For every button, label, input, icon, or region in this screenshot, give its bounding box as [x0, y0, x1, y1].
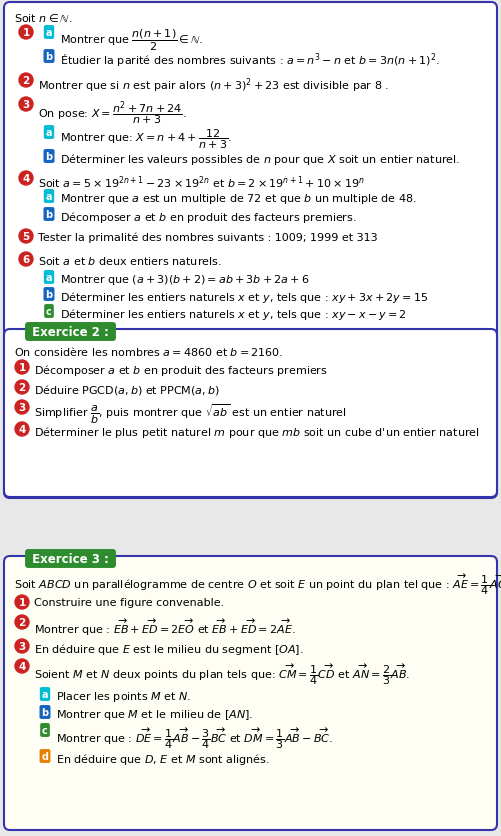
Circle shape: [15, 615, 29, 630]
Text: Montrer que $(a + 3)(b + 2) = ab + 3b + 2a + 6$: Montrer que $(a + 3)(b + 2) = ab + 3b + …: [60, 273, 309, 287]
Text: Exercice 2 :: Exercice 2 :: [28, 325, 113, 339]
Text: Montrer que $\dfrac{n(n+1)}{2} \in \mathbb{N}$.: Montrer que $\dfrac{n(n+1)}{2} \in \math…: [60, 28, 203, 54]
Circle shape: [19, 98, 33, 112]
Text: Déterminer les valeurs possibles de $n$ pour que $X$ soit un entier naturel.: Déterminer les valeurs possibles de $n$ …: [60, 152, 459, 167]
Circle shape: [19, 230, 33, 244]
Text: Montrer que si $n$ est pair alors $(n+3)^2 + 23$ est divisible par 8 .: Montrer que si $n$ est pair alors $(n+3)…: [38, 76, 388, 94]
Text: Soient $M$ et $N$ deux points du plan tels que: $\overrightarrow{CM} = \dfrac{1}: Soient $M$ et $N$ deux points du plan te…: [34, 661, 409, 686]
Text: 1/ 2: 1/ 2: [239, 519, 262, 529]
Text: a: a: [46, 128, 52, 138]
Text: b: b: [46, 152, 53, 162]
Circle shape: [15, 640, 29, 653]
Text: Déterminer les entiers naturels $x$ et $y$, tels que : $xy + 3x + 2y = 15$: Déterminer les entiers naturels $x$ et $…: [60, 289, 427, 304]
Circle shape: [15, 380, 29, 395]
Text: d: d: [42, 751, 49, 761]
Text: On pose: $X = \dfrac{n^2+7n+24}{n+3}$.: On pose: $X = \dfrac{n^2+7n+24}{n+3}$.: [38, 99, 186, 128]
Text: Tester la primalité des nombres suivants : 1009; 1999 et 313: Tester la primalité des nombres suivants…: [38, 232, 377, 242]
Text: b: b: [46, 210, 53, 220]
Circle shape: [19, 171, 33, 186]
Text: $\measuredangle$ 2024/2025: $\measuredangle$ 2024/2025: [416, 519, 491, 533]
Text: En déduire que $E$ est le milieu du segment $[OA]$.: En déduire que $E$ est le milieu du segm…: [34, 641, 303, 656]
Text: Soit $a$ et $b$ deux entiers naturels.: Soit $a$ et $b$ deux entiers naturels.: [38, 255, 221, 267]
Text: 3: 3: [19, 641, 26, 651]
Text: 2: 2: [23, 76, 30, 86]
Text: 1: 1: [19, 363, 26, 373]
Text: Simplifier $\dfrac{a}{b}$, puis montrer que $\sqrt{ab}$ est un entier naturel: Simplifier $\dfrac{a}{b}$, puis montrer …: [34, 402, 346, 426]
Text: 1: 1: [19, 597, 26, 607]
Text: 4: 4: [18, 425, 26, 435]
Text: c: c: [42, 725, 48, 735]
Text: 1: 1: [23, 28, 30, 38]
Text: Déduire PGCD$(a,b)$ et PPCM$(a,b)$: Déduire PGCD$(a,b)$ et PPCM$(a,b)$: [34, 383, 219, 396]
Text: Exercice 3 :: Exercice 3 :: [28, 553, 113, 565]
Text: $\measuredangle$ Prof: Pr.Yassine Hamous: $\measuredangle$ Prof: Pr.Yassine Hamous: [10, 519, 168, 532]
Circle shape: [19, 26, 33, 40]
Circle shape: [19, 252, 33, 267]
Text: En déduire que $D$, $E$ et $M$ sont alignés.: En déduire que $D$, $E$ et $M$ sont alig…: [56, 751, 270, 766]
Text: Soit $n \in \mathbb{N}$.: Soit $n \in \mathbb{N}$.: [14, 12, 72, 24]
Text: a: a: [46, 28, 52, 38]
Text: Montrer que: $X = n + 4 + \dfrac{12}{n+3}$.: Montrer que: $X = n + 4 + \dfrac{12}{n+3…: [60, 128, 231, 151]
Circle shape: [15, 595, 29, 609]
Text: Montrer que $M$ et le milieu de $[AN]$.: Montrer que $M$ et le milieu de $[AN]$.: [56, 707, 253, 721]
Text: Montrer que : $\overrightarrow{DE} = \dfrac{1}{4}\overrightarrow{AB} - \dfrac{3}: Montrer que : $\overrightarrow{DE} = \df…: [56, 725, 332, 750]
Text: 3: 3: [19, 402, 26, 412]
Text: 4: 4: [18, 661, 26, 671]
Text: Étudier la parité des nombres suivants : $a = n^3 - n$ et $b = 3n(n+1)^2$.: Étudier la parité des nombres suivants :…: [60, 52, 439, 70]
Text: b: b: [46, 289, 53, 299]
Text: Soit $ABCD$ un parallélogramme de centre $O$ et soit $E$ un point du plan tel qu: Soit $ABCD$ un parallélogramme de centre…: [14, 571, 501, 596]
Text: Soit $a = 5 \times 19^{2n+1} - 23 \times 19^{2n}$ et $b = 2 \times 19^{n+1} + 10: Soit $a = 5 \times 19^{2n+1} - 23 \times…: [38, 174, 364, 191]
Text: 6: 6: [23, 255, 30, 265]
Text: Décomposer $a$ et $b$ en produit des facteurs premiers: Décomposer $a$ et $b$ en produit des fac…: [34, 363, 327, 378]
Circle shape: [15, 400, 29, 415]
Text: 5: 5: [23, 232, 30, 242]
Text: a: a: [42, 689, 48, 699]
Text: a: a: [46, 191, 52, 201]
Circle shape: [15, 422, 29, 436]
Text: 2: 2: [19, 617, 26, 627]
Circle shape: [15, 660, 29, 673]
Text: 2: 2: [19, 383, 26, 393]
FancyBboxPatch shape: [4, 329, 496, 497]
Bar: [0, 502, 501, 548]
Text: Déterminer le plus petit naturel $m$ pour que $mb$ soit un cube d'un entier natu: Déterminer le plus petit naturel $m$ pou…: [34, 425, 479, 440]
Text: On considère les nombres $a = 4860$ et $b = 2160$.: On considère les nombres $a = 4860$ et $…: [14, 344, 283, 358]
Text: Montrer que : $\overrightarrow{EB} + \overrightarrow{ED} = 2\overrightarrow{EO}$: Montrer que : $\overrightarrow{EB} + \ov…: [34, 617, 295, 637]
Text: Placer les points $M$ et $N$.: Placer les points $M$ et $N$.: [56, 689, 191, 703]
Text: c: c: [46, 307, 52, 317]
Text: Déterminer les entiers naturels $x$ et $y$, tels que : $xy - x - y = 2$: Déterminer les entiers naturels $x$ et $…: [60, 307, 406, 322]
FancyBboxPatch shape: [4, 556, 496, 830]
FancyBboxPatch shape: [4, 3, 496, 498]
Text: 4: 4: [22, 174, 30, 184]
Text: b: b: [46, 52, 53, 62]
Text: Décomposer $a$ et $b$ en produit des facteurs premiers.: Décomposer $a$ et $b$ en produit des fac…: [60, 210, 356, 225]
Text: Montrer que $a$ est un multiple de 72 et que $b$ un multiple de 48.: Montrer que $a$ est un multiple de 72 et…: [60, 191, 416, 206]
Text: a: a: [46, 273, 52, 283]
Circle shape: [19, 74, 33, 88]
Text: b: b: [42, 707, 49, 717]
Text: 3: 3: [23, 99, 30, 110]
Circle shape: [15, 360, 29, 375]
Text: Construire une figure convenable.: Construire une figure convenable.: [34, 597, 224, 607]
